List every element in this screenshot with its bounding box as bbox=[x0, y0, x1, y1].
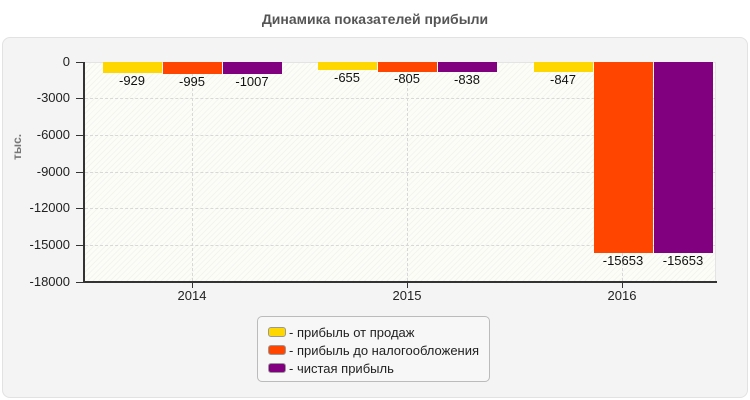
value-label: -995 bbox=[178, 74, 206, 89]
bar-2016-pretax-profit bbox=[594, 62, 653, 253]
gridline bbox=[85, 135, 715, 136]
bar-2015-pretax-profit bbox=[378, 62, 437, 72]
legend-swatch-icon bbox=[268, 345, 286, 355]
value-label: -15653 bbox=[602, 253, 644, 268]
x-tick-label: 2016 bbox=[607, 288, 637, 303]
value-label: -838 bbox=[453, 72, 481, 87]
y-tick-label: -6000 bbox=[36, 127, 70, 142]
value-label: -15653 bbox=[662, 253, 704, 268]
gridline bbox=[85, 98, 715, 99]
bar-2016-sales-profit bbox=[534, 62, 593, 72]
value-label: -655 bbox=[333, 70, 361, 85]
legend-item-net-profit[interactable]: - чистая прибыль bbox=[268, 360, 394, 376]
x-tick bbox=[407, 283, 408, 288]
y-tick bbox=[76, 172, 83, 173]
legend-item-sales-profit[interactable]: - прибыль от продаж bbox=[268, 324, 414, 340]
bar-2015-sales-profit bbox=[318, 62, 377, 70]
legend-label: - прибыль от продаж bbox=[289, 324, 415, 340]
bar-2015-net-profit bbox=[438, 62, 497, 72]
value-label: -929 bbox=[118, 73, 146, 88]
x-axis bbox=[83, 281, 717, 283]
chart-legend: - прибыль от продаж - прибыль до налогоо… bbox=[257, 316, 490, 382]
x-tick-label: 2014 bbox=[177, 288, 207, 303]
y-tick-label: 0 bbox=[62, 54, 70, 69]
legend-swatch-icon bbox=[268, 327, 286, 337]
gridline bbox=[85, 245, 715, 246]
y-tick bbox=[76, 135, 83, 136]
y-tick-label: -18000 bbox=[29, 274, 70, 289]
y-tick-label: -12000 bbox=[29, 200, 70, 215]
gridline bbox=[85, 172, 715, 173]
x-tick bbox=[622, 283, 623, 288]
legend-label: - чистая прибыль bbox=[289, 360, 394, 376]
x-tick-label: 2015 bbox=[392, 288, 422, 303]
y-tick bbox=[76, 282, 83, 283]
value-label: -847 bbox=[549, 72, 577, 87]
y-tick-label: -3000 bbox=[36, 90, 70, 105]
y-tick bbox=[76, 62, 83, 63]
bar-2016-net-profit bbox=[654, 62, 713, 253]
legend-label: - прибыль до налогообложения bbox=[289, 342, 480, 358]
value-label: -1007 bbox=[235, 74, 269, 89]
y-tick bbox=[76, 245, 83, 246]
y-axis-title: тыс. bbox=[10, 133, 24, 160]
legend-item-pretax-profit[interactable]: - прибыль до налогообложения bbox=[268, 342, 479, 358]
gridline bbox=[192, 63, 193, 281]
y-tick-label: -9000 bbox=[36, 164, 70, 179]
y-tick bbox=[76, 98, 83, 99]
y-tick-label: -15000 bbox=[29, 237, 70, 252]
y-axis bbox=[83, 62, 85, 283]
gridline bbox=[407, 63, 408, 281]
y-tick bbox=[76, 208, 83, 209]
bar-2014-net-profit bbox=[223, 62, 282, 74]
gridline bbox=[85, 208, 715, 209]
legend-swatch-icon bbox=[268, 363, 286, 373]
x-tick bbox=[192, 283, 193, 288]
chart-title: Динамика показателей прибыли bbox=[261, 11, 489, 27]
bar-2014-pretax-profit bbox=[163, 62, 222, 74]
value-label: -805 bbox=[393, 71, 421, 86]
bar-2014-sales-profit bbox=[103, 62, 162, 73]
